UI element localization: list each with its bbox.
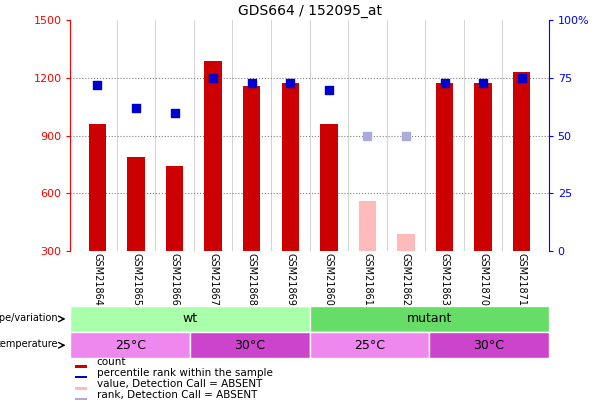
Point: [170, 109, 180, 116]
Text: 30°C: 30°C: [473, 339, 504, 352]
Point: [440, 79, 449, 86]
Bar: [128, 157, 145, 251]
Bar: [89, 124, 106, 251]
Text: mutant: mutant: [406, 312, 452, 326]
Bar: [397, 234, 414, 251]
Title: GDS664 / 152095_at: GDS664 / 152095_at: [238, 4, 381, 18]
Text: GSM21866: GSM21866: [170, 253, 180, 306]
Point: [401, 132, 411, 139]
Bar: [166, 166, 183, 251]
Text: count: count: [97, 357, 126, 367]
Text: genotype/variation: genotype/variation: [0, 313, 58, 323]
Bar: [310, 306, 549, 332]
Point: [208, 75, 218, 81]
Text: GSM21871: GSM21871: [517, 253, 527, 306]
Point: [93, 82, 102, 88]
Bar: [320, 124, 338, 251]
Bar: [474, 83, 492, 251]
Text: value, Detection Call = ABSENT: value, Detection Call = ABSENT: [97, 379, 262, 389]
Bar: [436, 83, 453, 251]
Text: 25°C: 25°C: [115, 339, 146, 352]
Point: [247, 79, 257, 86]
Text: GSM21865: GSM21865: [131, 253, 141, 306]
Text: wt: wt: [183, 312, 197, 326]
Point: [362, 132, 372, 139]
Text: GSM21870: GSM21870: [478, 253, 488, 306]
Text: GSM21863: GSM21863: [440, 253, 449, 306]
Bar: [513, 72, 530, 251]
Bar: [205, 61, 222, 251]
Bar: [75, 398, 87, 400]
Text: GSM21867: GSM21867: [208, 253, 218, 306]
Bar: [281, 83, 299, 251]
Bar: [75, 365, 87, 368]
Text: GSM21869: GSM21869: [285, 253, 295, 306]
Bar: [70, 306, 310, 332]
Bar: [75, 387, 87, 390]
Point: [478, 79, 488, 86]
Text: 30°C: 30°C: [234, 339, 265, 352]
Bar: [75, 376, 87, 378]
Text: GSM21868: GSM21868: [246, 253, 257, 306]
Text: 25°C: 25°C: [354, 339, 385, 352]
Bar: [310, 332, 429, 358]
Point: [131, 105, 141, 111]
Point: [286, 79, 295, 86]
Bar: [359, 201, 376, 251]
Text: rank, Detection Call = ABSENT: rank, Detection Call = ABSENT: [97, 390, 257, 400]
Bar: [243, 85, 261, 251]
Text: GSM21861: GSM21861: [362, 253, 373, 306]
Bar: [70, 332, 190, 358]
Point: [517, 75, 527, 81]
Text: GSM21864: GSM21864: [93, 253, 102, 306]
Point: [324, 86, 333, 93]
Text: GSM21860: GSM21860: [324, 253, 334, 306]
Bar: [190, 332, 310, 358]
Text: temperature: temperature: [0, 339, 58, 349]
Bar: [429, 332, 549, 358]
Text: percentile rank within the sample: percentile rank within the sample: [97, 368, 273, 378]
Text: GSM21862: GSM21862: [401, 253, 411, 306]
